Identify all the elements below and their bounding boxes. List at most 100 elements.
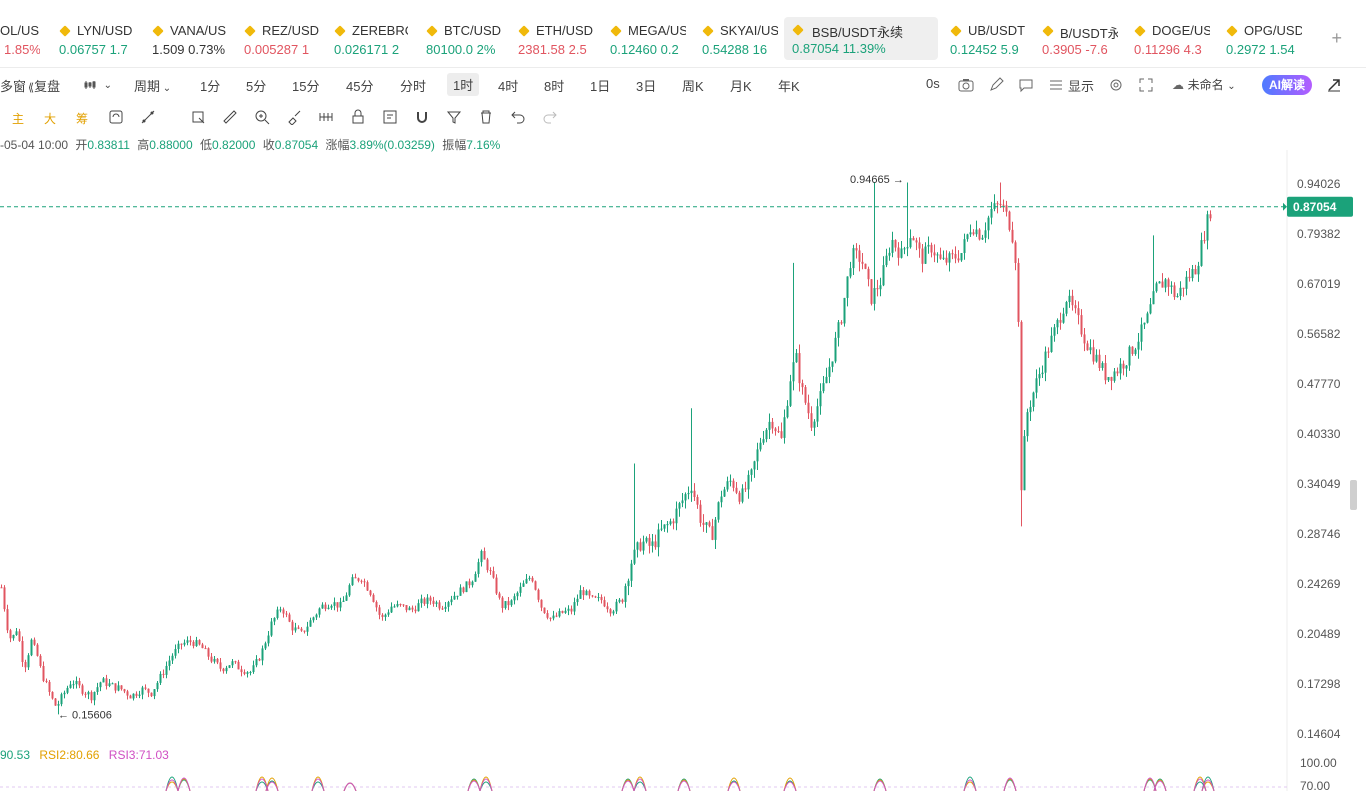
interval-tab[interactable]: 4时 bbox=[498, 79, 519, 94]
big-order-toggle[interactable]: 大 bbox=[44, 112, 57, 126]
candle-body bbox=[582, 590, 585, 596]
candle-body bbox=[978, 229, 981, 240]
candle-body bbox=[525, 578, 528, 584]
ticker-tab[interactable]: OPG/USD 0.2972 1.54 bbox=[1222, 18, 1302, 60]
candle-body bbox=[765, 429, 768, 440]
ticker-tab[interactable]: ETH/USD 2381.58 2.5 bbox=[514, 18, 594, 60]
share-icon[interactable] bbox=[1326, 77, 1342, 93]
candle-body bbox=[918, 242, 921, 249]
interval-tab[interactable]: 分时 bbox=[400, 79, 427, 94]
ticker-tab[interactable]: SKYAI/US 0.54288 16 bbox=[698, 18, 778, 60]
ticker-tab[interactable]: VANA/US 1.509 0.73% bbox=[148, 18, 226, 60]
candle-body bbox=[1179, 287, 1182, 296]
ticker-tab[interactable]: LYN/USD 0.06757 1.7 bbox=[55, 18, 135, 60]
trend-line-icon[interactable] bbox=[140, 109, 156, 125]
interval-tab[interactable]: 8时 bbox=[544, 79, 565, 94]
filter-icon[interactable] bbox=[446, 109, 462, 125]
display-button[interactable]: 显示 bbox=[1068, 79, 1095, 94]
amplitude-value: 7.16% bbox=[466, 138, 501, 152]
magnet-icon[interactable] bbox=[414, 109, 430, 125]
candle-body bbox=[1017, 262, 1020, 322]
interval-tab[interactable]: 1时 bbox=[447, 73, 480, 96]
trash-icon[interactable] bbox=[478, 109, 494, 125]
low-label: 低 bbox=[200, 138, 213, 152]
interval-tab[interactable]: 15分 bbox=[292, 79, 320, 94]
zoom-icon[interactable] bbox=[254, 109, 270, 125]
pen-icon[interactable] bbox=[988, 77, 1004, 93]
candle-body bbox=[1176, 295, 1179, 298]
interval-tab[interactable]: 5分 bbox=[246, 79, 267, 94]
ticker-tab[interactable]: MEGA/US 0.12460 0.2 bbox=[606, 18, 686, 60]
camera-icon[interactable] bbox=[958, 77, 974, 93]
select-icon[interactable] bbox=[190, 109, 206, 125]
ticker-tab[interactable]: BSB/USDT永续 0.87054 11.39% bbox=[784, 17, 938, 60]
candle-body bbox=[777, 431, 780, 433]
candle-body bbox=[186, 640, 189, 643]
price-chart[interactable]: 0.94026 0.79382 0.67019 0.56582 0.47770 0.403… bbox=[0, 150, 1366, 791]
period-dropdown[interactable]: 周期 ⌄ bbox=[134, 76, 171, 95]
candle-body bbox=[366, 582, 369, 591]
candle-body bbox=[660, 528, 663, 530]
main-indicator-toggle[interactable]: 主 bbox=[12, 112, 25, 126]
replay-button[interactable]: ⟪复盘 bbox=[28, 76, 60, 95]
layout-dropdown[interactable]: ☁ 未命名 ⌄ bbox=[1172, 76, 1236, 93]
interval-tab[interactable]: 月K bbox=[730, 79, 752, 94]
candle-body bbox=[549, 617, 552, 619]
ticker-tab[interactable]: DOGE/US 0.11296 4.3 bbox=[1130, 18, 1210, 60]
chart-type-dropdown[interactable]: ⌄ bbox=[84, 76, 112, 91]
lock-icon[interactable] bbox=[350, 109, 366, 125]
sync-icon[interactable] bbox=[108, 109, 124, 125]
ticker-tab[interactable]: B/USDT永 0.3905 -7.6 bbox=[1038, 18, 1118, 60]
price-scale-handle[interactable] bbox=[1350, 480, 1357, 510]
comment-icon[interactable] bbox=[1018, 77, 1034, 93]
candle-body bbox=[798, 353, 801, 384]
candle-body bbox=[408, 607, 411, 611]
high-value: 0.88000 bbox=[149, 138, 193, 152]
brush-icon[interactable] bbox=[286, 109, 302, 125]
candle-body bbox=[309, 620, 312, 627]
candle-body bbox=[603, 600, 606, 607]
interval-tab[interactable]: 3日 bbox=[636, 79, 657, 94]
candle-body bbox=[1077, 308, 1080, 316]
interval-tab[interactable]: 年K bbox=[778, 79, 800, 94]
ruler-icon[interactable] bbox=[222, 109, 238, 125]
multi-window-button[interactable]: 多窗 bbox=[0, 79, 27, 94]
candle-body bbox=[318, 608, 321, 615]
candle-body bbox=[393, 606, 396, 608]
candle-body bbox=[294, 627, 297, 631]
candle-body bbox=[594, 596, 597, 598]
chips-toggle[interactable]: 筹 bbox=[76, 112, 89, 126]
candle-body bbox=[471, 581, 474, 586]
ticker-tab[interactable]: REZ/USD 0.005287 1 bbox=[240, 18, 320, 60]
ticker-tab[interactable]: OL/USD 1.85% bbox=[0, 18, 40, 60]
add-ticker-icon[interactable]: + bbox=[1331, 28, 1342, 48]
candle-body bbox=[618, 599, 621, 602]
settings-icon[interactable] bbox=[1108, 77, 1124, 93]
candle-body bbox=[807, 402, 810, 414]
candle-body bbox=[216, 658, 219, 663]
interval-tab[interactable]: 周K bbox=[682, 79, 704, 94]
edit-text-icon[interactable] bbox=[382, 109, 398, 125]
ticker-tab[interactable]: ZEREBRO 0.026171 2 bbox=[330, 18, 408, 60]
pattern-icon[interactable] bbox=[318, 109, 334, 125]
candle-body bbox=[870, 279, 873, 304]
candle-body bbox=[717, 502, 720, 520]
candle-body bbox=[414, 609, 417, 612]
undo-icon[interactable] bbox=[510, 109, 526, 125]
fullscreen-icon[interactable] bbox=[1138, 77, 1154, 93]
coin-icon bbox=[59, 25, 71, 37]
ticker-tab[interactable]: BTC/USD 80100.0 2% bbox=[422, 18, 502, 60]
candle-body bbox=[447, 602, 450, 607]
interval-tab[interactable]: 1日 bbox=[590, 79, 611, 94]
rsi1-value: 90.53 bbox=[0, 748, 31, 762]
candle-body bbox=[1170, 285, 1173, 287]
ticker-tab[interactable]: UB/USDT 0.12452 5.9 bbox=[946, 18, 1026, 60]
rsi2-label: RSI2 bbox=[39, 748, 67, 762]
candle-body bbox=[630, 563, 633, 581]
ai-interpret-button[interactable]: AI解读 bbox=[1262, 75, 1312, 95]
redo-icon[interactable] bbox=[542, 109, 558, 125]
interval-tab[interactable]: 45分 bbox=[346, 79, 374, 94]
candle-body bbox=[213, 658, 216, 662]
ticker-symbol: SKYAI/US bbox=[720, 23, 778, 38]
interval-tab[interactable]: 1分 bbox=[200, 79, 221, 94]
